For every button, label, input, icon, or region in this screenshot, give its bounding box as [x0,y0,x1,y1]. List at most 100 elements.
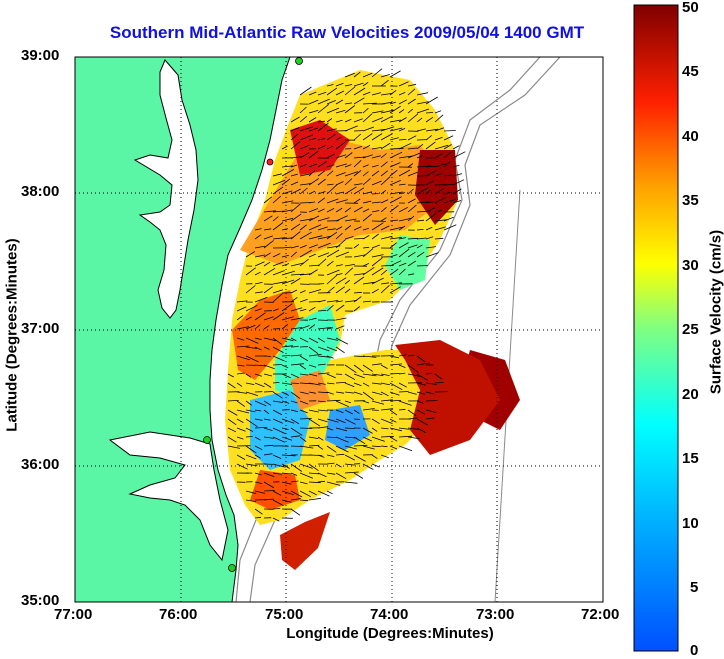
velocity-arrow [353,306,360,312]
velocity-arrow [380,170,389,177]
colorbar-label: Surface Velocity (cm/s) [707,229,724,395]
velocity-arrow [335,199,348,204]
velocity-arrow [353,118,363,123]
velocity-arrow [245,305,258,312]
velocity-arrow [254,254,266,258]
velocity-arrow [263,346,270,350]
velocity-arrow [389,436,398,442]
colorbar-tick-label: 15 [682,450,699,467]
velocity-arrow [389,268,399,276]
velocity-arrow [389,105,401,114]
velocity-arrow [380,364,388,369]
velocity-arrow [227,445,241,449]
velocity-arrow [407,409,417,417]
velocity-arrow [452,151,466,159]
velocity-arrow [452,188,462,195]
y-tick-label: 36:00 [21,456,60,473]
velocity-arrow [272,312,285,321]
velocity-arrow [335,251,350,258]
velocity-arrow [299,391,309,395]
velocity-arrow [335,317,347,321]
velocity-arrow [245,499,257,503]
velocity-arrow [371,373,384,377]
velocity-arrow [317,346,330,352]
velocity-arrow [263,418,271,421]
velocity-arrow [263,373,272,377]
velocity-arrow [245,346,258,349]
velocity-field-region [385,235,430,290]
velocity-arrow [434,373,443,380]
velocity-arrow [299,499,309,502]
velocity-arrow [407,436,420,440]
velocity-arrow [362,164,369,168]
colorbar-tick-label: 10 [682,515,699,532]
velocity-arrow [236,427,246,432]
velocity-arrow [317,145,326,150]
velocity-arrow [380,153,387,159]
velocity-arrow [281,481,292,485]
velocity-arrow [308,208,319,213]
velocity-arrow [380,373,390,376]
velocity-arrow [335,99,344,105]
velocity-arrow [407,98,416,105]
velocity-arrow [272,173,282,177]
velocity-arrow [317,472,327,478]
velocity-arrow [371,445,381,448]
velocity-arrow [326,183,334,186]
axes-frame [74,56,604,603]
velocity-arrow [272,418,283,424]
velocity-arrow [236,306,247,312]
velocity-arrow [362,81,369,87]
velocity-arrow [398,169,411,177]
velocity-arrow [353,243,360,249]
velocity-arrow [281,270,296,276]
velocity-arrow [371,233,379,240]
velocity-arrow [317,191,326,195]
velocity-arrow [281,279,295,285]
velocity-arrow [398,206,409,213]
velocity-arrow [263,337,276,342]
velocity-arrow [308,215,320,222]
velocity-arrow [299,490,311,498]
radar-site-marker [203,436,211,444]
velocity-arrow [245,454,257,460]
velocity-arrow [380,161,388,168]
velocity-arrow [272,237,286,240]
velocity-arrow [416,251,425,258]
velocity-arrow [290,251,297,258]
velocity-arrow [254,234,262,240]
velocity-arrow [398,262,407,267]
velocity-arrow [317,400,326,403]
velocity-arrow [290,409,299,413]
velocity-arrow [371,147,382,150]
velocity-arrow [353,382,362,387]
velocity-arrow [236,463,248,470]
velocity-arrow [326,100,336,105]
velocity-arrow [308,463,319,472]
velocity-arrow [407,237,419,240]
colorbar-tick-label: 5 [690,579,699,596]
velocity-arrow [380,391,389,397]
velocity-arrow [317,391,329,394]
velocity-arrow [326,346,338,352]
velocity-arrow [317,355,331,358]
velocity-arrow [299,115,308,123]
velocity-field-region [395,340,500,455]
velocity-arrow [317,480,325,483]
velocity-arrow [335,436,349,443]
velocity-arrow [290,400,298,404]
velocity-arrow [344,264,355,267]
velocity-arrow [299,308,307,312]
velocity-arrow [281,345,294,348]
velocity-arrow [290,391,301,399]
velocity-arrow [416,362,430,366]
velocity-arrow [389,180,401,186]
velocity-arrow [335,409,344,414]
velocity-arrow [434,110,442,114]
velocity-arrow [290,296,298,303]
velocity-arrow [425,373,433,375]
velocity-arrow [254,228,262,231]
velocity-arrow [272,364,282,366]
velocity-arrow [389,137,399,141]
velocity-arrow [281,454,296,457]
